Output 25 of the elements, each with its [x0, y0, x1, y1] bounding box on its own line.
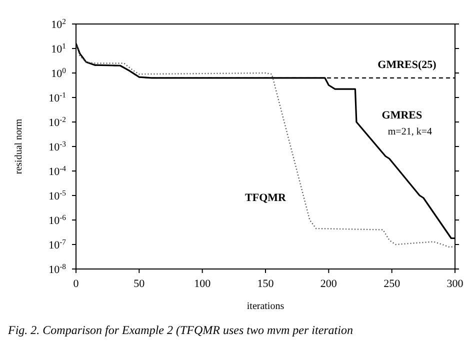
annotation: m=21, k=4	[388, 126, 432, 138]
x-axis-title: iterations	[246, 301, 284, 312]
y-axis-title: residual norm	[14, 118, 25, 174]
x-tick-label: 250	[384, 278, 401, 290]
y-tick-label: 10$^{1}$	[51, 41, 66, 56]
x-tick-label: 0	[73, 278, 80, 290]
series-label: GMRES	[382, 109, 422, 122]
y-tick-label: 10$^{2}$	[51, 16, 66, 31]
series-label: GMRES(25)	[378, 59, 437, 71]
y-tick-label: 10$^{-3}$	[48, 139, 66, 154]
y-tick-label: 10$^{-1}$	[48, 90, 66, 104]
x-tick-label: 150	[257, 278, 274, 290]
x-tick-label: 100	[194, 278, 212, 290]
y-tick-label: 10$^{-8}$	[48, 262, 66, 276]
y-tick-label: 10$^{0}$	[51, 66, 66, 80]
y-tick-label: 10$^{-6}$	[48, 212, 66, 227]
y-tick-label: 10$^{-2}$	[48, 114, 66, 129]
series-label: TFQMR	[245, 192, 288, 204]
x-tick-label: 50	[134, 278, 146, 290]
x-tick-label: 300	[446, 278, 464, 290]
y-tick-label: 10$^{-5}$	[48, 188, 66, 202]
y-tick-label: 10$^{-7}$	[48, 237, 66, 252]
y-tick-label: 10$^{-4}$	[48, 164, 66, 178]
caption: Fig. 2. Comparison for Example 2 (TFQMR uses two mvm per iteration	[8, 323, 353, 338]
x-tick-label: 200	[320, 278, 338, 290]
